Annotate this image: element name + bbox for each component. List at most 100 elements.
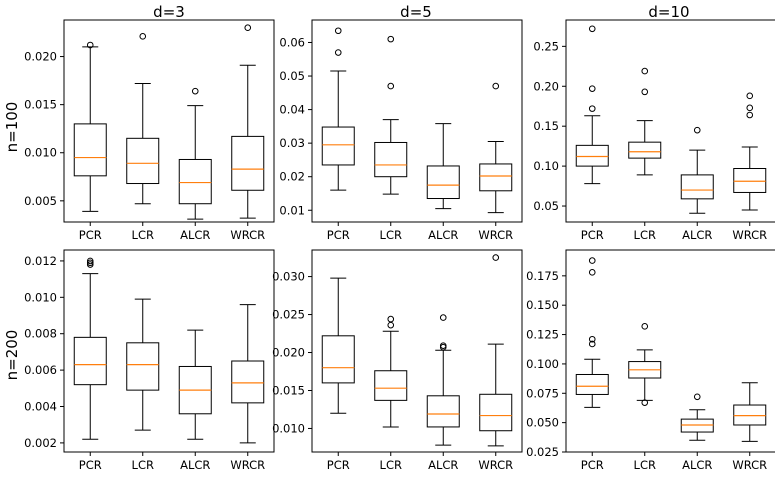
panel-r1c2-ytick-label: 0.100: [526, 357, 559, 371]
row-label-n200: n=200: [3, 330, 21, 381]
panel-r0c2-xtick-label-alcr: ALCR: [682, 228, 712, 242]
iqr-box: [426, 395, 460, 428]
panel-r0c0-frame: [63, 19, 275, 223]
column-title-d10: d=10: [648, 3, 689, 21]
panel-r0c0-ytick-label: 0.015: [24, 98, 57, 112]
iqr-box: [321, 335, 355, 384]
panel-r0c2: 0.05 0.10 0.15 0.20 0.25 PCR LCR ALCR WRCR: [533, 19, 775, 242]
outlier-point: [746, 92, 754, 100]
panel-r1c0-xtick-label-lcr: LCR: [132, 458, 154, 472]
panel-r1c1-ytick-label: 0.020: [272, 346, 305, 360]
outlier-point: [588, 25, 596, 33]
iqr-box: [479, 393, 513, 432]
panel-r0c2-ytick-label: 0.05: [533, 199, 559, 213]
panel-r1c1-ytick-label: 0.015: [272, 383, 305, 397]
outlier-point: [588, 340, 596, 348]
panel-r0c0-xtick-label-pcr: PCR: [79, 228, 102, 242]
iqr-box: [680, 174, 714, 200]
outlier-point: [191, 87, 199, 95]
panel-r1c2-ytick-label: 0.025: [526, 445, 559, 459]
panel-r1c1-xtick-label-wrcr: WRCR: [478, 458, 513, 472]
column-title-d5: d=5: [400, 3, 432, 21]
panel-r0c1-ytick-label: 0.06: [279, 35, 305, 49]
panel-r1c2-xtick-label-alcr: ALCR: [682, 458, 712, 472]
panel-r1c2: 0.025 0.050 0.075 0.100 0.125 0.150 0.175 PCR LC…: [526, 249, 775, 472]
panel-r1c2-box-lcr: [628, 323, 662, 406]
panel-r0c1-ytick-label: 0.03: [279, 136, 305, 150]
panel-r1c1-xtick-label-lcr: LCR: [380, 458, 402, 472]
outlier-point: [746, 111, 754, 119]
panel-r1c0-xtick-label-wrcr: WRCR: [230, 458, 265, 472]
row-label-n100: n=100: [3, 102, 21, 153]
panel-r1c2-frame: [565, 249, 775, 453]
panel-r0c1-xtick-label-wrcr: WRCR: [478, 228, 513, 242]
iqr-box: [426, 165, 460, 200]
iqr-box: [628, 141, 662, 159]
outlier-point: [588, 335, 596, 343]
panel-r1c0-box-wrcr: [231, 304, 265, 444]
iqr-box: [479, 163, 513, 192]
outlier-point: [492, 254, 500, 261]
panel-r1c0-ytick-label: 0.008: [24, 327, 57, 341]
panel-r0c0-ytick-label: 0.010: [24, 146, 57, 160]
panel-r1c0-box-alcr: [178, 329, 212, 440]
panel-r0c2-xtick-label-pcr: PCR: [581, 228, 604, 242]
panel-r1c2-ytick-label: 0.150: [526, 298, 559, 312]
panel-r0c1-box-lcr: [374, 35, 408, 195]
panel-r0c0-xtick-label-alcr: ALCR: [180, 228, 210, 242]
panel-r0c0-box-lcr: [126, 33, 160, 205]
panel-r0c0-xtick-label-wrcr: WRCR: [230, 228, 265, 242]
iqr-box: [374, 370, 408, 401]
iqr-box: [73, 123, 107, 177]
panel-r1c1-xtick-label-alcr: ALCR: [428, 458, 458, 472]
panel-r0c2-box-pcr: [575, 25, 609, 185]
panel-r1c1-box-lcr: [374, 315, 408, 428]
panel-r0c1-box-wrcr: [479, 82, 513, 214]
panel-r0c1-ytick-label: 0.02: [279, 170, 305, 184]
outlier-point: [588, 85, 596, 92]
panel-r1c2-ytick-label: 0.125: [526, 328, 559, 342]
outlier-point: [387, 315, 395, 323]
panel-r1c1-ytick-label: 0.030: [272, 270, 305, 284]
panel-r1c0-ytick-label: 0.004: [24, 400, 57, 414]
outlier-point: [86, 259, 94, 267]
panel-r0c0-ytick-label: 0.020: [24, 50, 57, 64]
iqr-box: [575, 144, 609, 167]
panel-r0c0: 0.005 0.010 0.015 0.020 PCR LCR ALCR WRCR: [24, 19, 275, 242]
outlier-point: [693, 126, 701, 134]
panel-r0c0-ytick-label: 0.005: [24, 194, 57, 208]
panel-r1c0-xtick-label-pcr: PCR: [79, 458, 102, 472]
panel-r1c0-ytick-label: 0.006: [24, 363, 57, 377]
outlier-point: [86, 41, 94, 49]
outlier-point: [641, 67, 649, 75]
panel-r1c2-box-alcr: [680, 393, 714, 441]
panel-r0c1-ytick-label: 0.04: [279, 103, 305, 117]
iqr-box: [374, 141, 408, 178]
iqr-box: [231, 360, 265, 404]
panel-r0c0-box-pcr: [73, 41, 107, 212]
panel-r1c0-ytick-label: 0.010: [24, 290, 57, 304]
outlier-point: [693, 393, 701, 401]
panel-r0c2-frame: [565, 19, 775, 223]
outlier-point: [588, 269, 596, 276]
panel-r0c0-box-wrcr: [231, 24, 265, 219]
panel-r1c0-frame: [63, 249, 275, 453]
panel-r1c1-ytick-label: 0.025: [272, 308, 305, 322]
outlier-point: [439, 314, 447, 321]
panel-r0c0-xtick-label-lcr: LCR: [132, 228, 154, 242]
outlier-point: [588, 105, 596, 112]
outlier-point: [641, 88, 649, 96]
outlier-point: [439, 342, 447, 349]
outlier-point: [387, 321, 395, 329]
outlier-point: [387, 82, 395, 90]
iqr-box: [126, 137, 160, 185]
panel-r1c1-frame: [311, 249, 523, 453]
panel-r0c1-xtick-label-lcr: LCR: [380, 228, 402, 242]
panel-r0c1-xtick-label-pcr: PCR: [327, 228, 350, 242]
panel-r1c0-ytick-label: 0.002: [24, 436, 57, 450]
panel-r0c2-ytick-label: 0.25: [533, 39, 559, 53]
panel-r0c2-ytick-label: 0.20: [533, 79, 559, 93]
panel-r1c0-xtick-label-alcr: ALCR: [180, 458, 210, 472]
panel-r0c2-xtick-label-wrcr: WRCR: [732, 228, 767, 242]
